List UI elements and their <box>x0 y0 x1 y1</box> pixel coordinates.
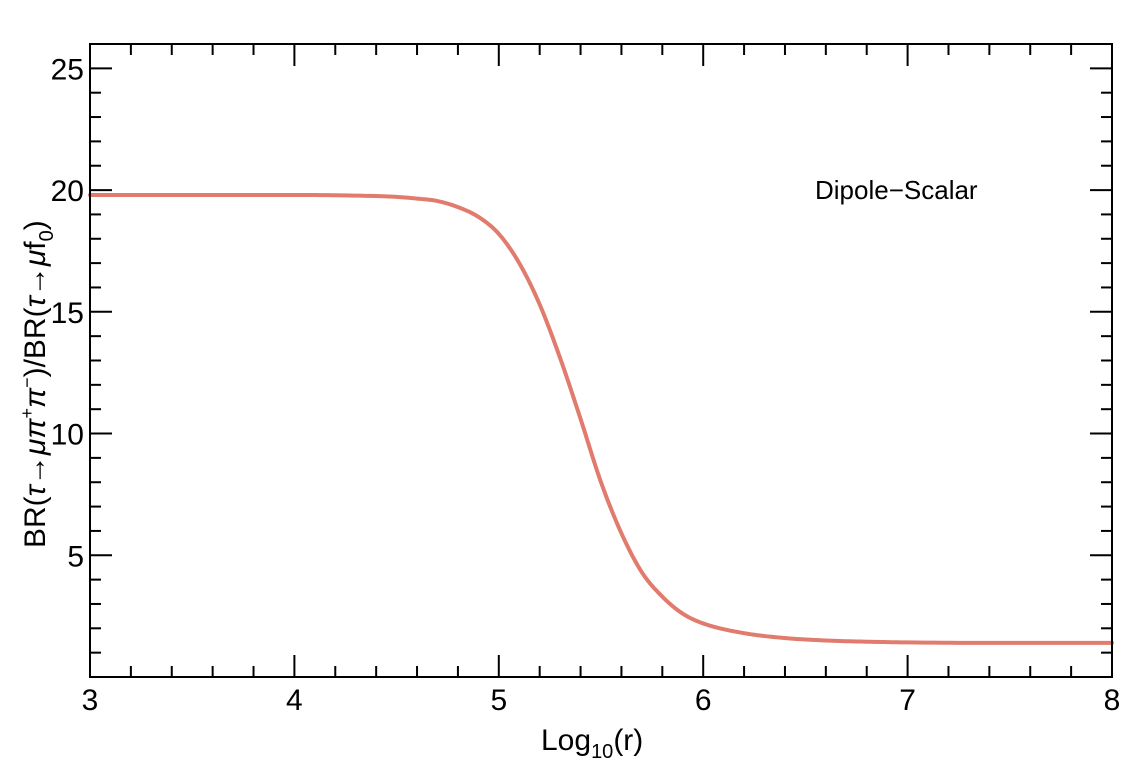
x-axis-title: Log10(r) <box>541 724 643 761</box>
y-tick-label: 25 <box>51 53 84 86</box>
axis-ticks <box>89 43 1113 677</box>
y-tick-label: 20 <box>51 175 84 208</box>
y-tick-label: 10 <box>51 419 84 452</box>
annotation-label: Dipole−Scalar <box>815 175 978 205</box>
x-tick-label: 4 <box>286 684 303 717</box>
x-tick-label: 7 <box>899 684 916 717</box>
x-tick-label: 5 <box>490 684 507 717</box>
x-tick-labels: 3 4 5 6 7 8 <box>82 684 1121 717</box>
y-tick-label: 15 <box>51 297 84 330</box>
x-tick-label: 6 <box>695 684 712 717</box>
series-line <box>88 192 1114 645</box>
y-tick-labels: 5 10 15 20 25 <box>51 53 84 573</box>
plot-frame <box>89 43 1113 678</box>
y-axis-title: BR(τ→μπ+π−)/BR(τ→μf0) <box>17 220 58 548</box>
x-tick-label: 8 <box>1104 684 1121 717</box>
y-tick-label: 5 <box>67 540 84 573</box>
x-tick-label: 3 <box>82 684 99 717</box>
